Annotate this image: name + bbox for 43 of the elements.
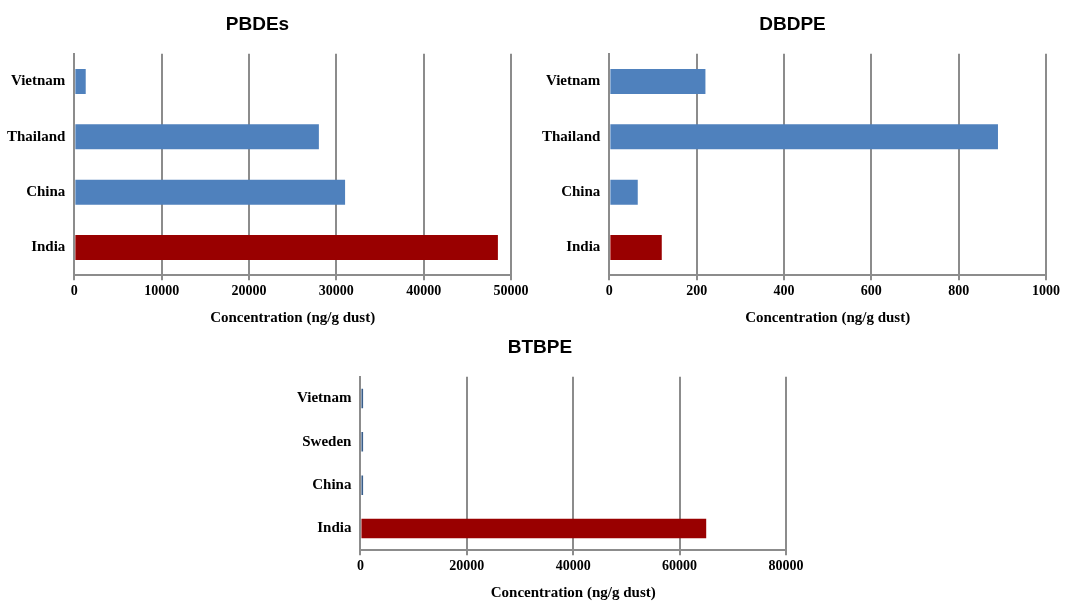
bar xyxy=(75,179,346,205)
x-tick-label: 10000 xyxy=(144,283,180,299)
y-tick-label: India xyxy=(566,238,601,255)
y-tick-label: Sweden xyxy=(302,432,353,449)
chart-title: PBDEs xyxy=(225,12,290,34)
bar xyxy=(75,69,86,94)
chart-title: BTBPE xyxy=(507,335,573,357)
y-tick-label: China xyxy=(26,183,66,200)
x-axis-title: Concentration (ng/g dust) xyxy=(210,308,376,326)
x-tick-label: 40000 xyxy=(555,558,591,574)
x-axis-title: Concentration (ng/g dust) xyxy=(490,583,656,601)
x-tick-label: 80000 xyxy=(768,558,804,574)
x-tick-label: 0 xyxy=(356,558,364,574)
y-tick-label: Vietnam xyxy=(10,72,66,89)
x-tick-label: 1000 xyxy=(1032,283,1060,299)
y-tick-label: Vietnam xyxy=(297,389,352,406)
bar xyxy=(610,69,706,94)
x-tick-label: 20000 xyxy=(231,283,267,299)
y-tick-label: Thailand xyxy=(541,127,602,144)
x-tick-label: 0 xyxy=(605,283,613,299)
y-tick-label: China xyxy=(312,476,352,493)
bar xyxy=(75,124,319,150)
x-tick-label: 30000 xyxy=(318,283,354,299)
x-tick-label: 0 xyxy=(70,283,78,299)
bar xyxy=(610,124,998,150)
y-tick-label: China xyxy=(561,183,601,200)
y-tick-label: India xyxy=(31,238,66,255)
y-tick-label: Thailand xyxy=(6,127,67,144)
bar xyxy=(75,235,498,260)
bar xyxy=(610,179,638,205)
x-tick-label: 60000 xyxy=(662,558,698,574)
x-axis-title: Concentration (ng/g dust) xyxy=(745,308,911,326)
x-tick-label: 400 xyxy=(773,283,795,299)
y-tick-label: India xyxy=(317,519,352,536)
x-tick-label: 200 xyxy=(686,283,708,299)
x-tick-label: 600 xyxy=(860,283,882,299)
x-tick-label: 20000 xyxy=(449,558,485,574)
chart-title: DBDPE xyxy=(759,12,826,34)
x-tick-label: 800 xyxy=(948,283,970,299)
x-tick-label: 50000 xyxy=(493,283,529,299)
y-tick-label: Vietnam xyxy=(545,72,601,89)
x-tick-label: 40000 xyxy=(406,283,442,299)
bar xyxy=(610,235,662,260)
